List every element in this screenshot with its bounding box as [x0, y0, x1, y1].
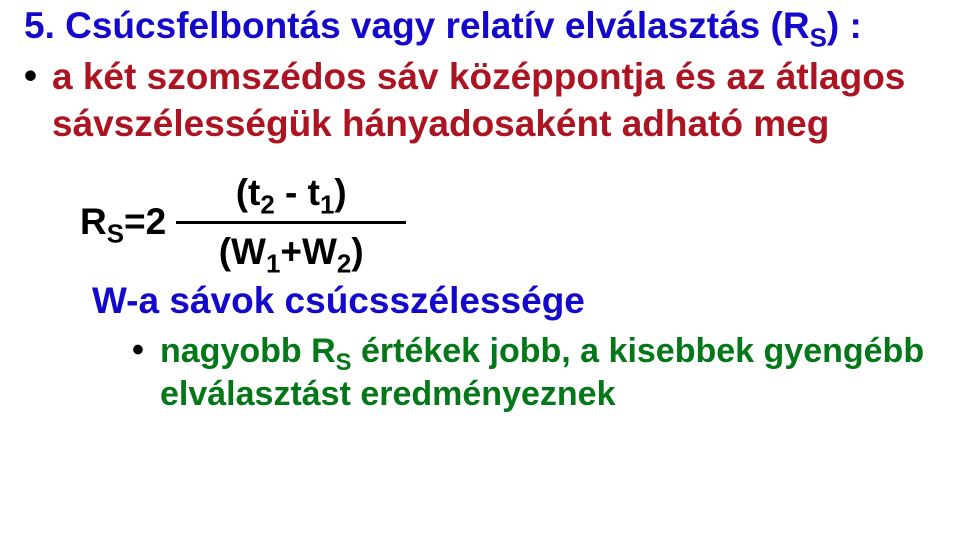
fraction: (t2 - t1) (W1+W2): [176, 169, 406, 276]
sub-bullet-dot-icon: •: [132, 330, 148, 371]
slide-title: 5. Csúcsfelbontás vagy relatív elválaszt…: [24, 4, 936, 48]
bullet-list: • a két szomszédos sáv középpontja és az…: [24, 54, 936, 147]
w-description: W-a sávok csúcsszélessége: [92, 280, 936, 322]
subbullet-pre: nagyobb R: [160, 332, 336, 370]
denom-mid: +W: [280, 231, 337, 272]
denominator: (W1+W2): [219, 226, 364, 276]
subbullet-sub: S: [336, 349, 352, 376]
denom-pre: (W: [219, 231, 266, 272]
title-post: ) :: [827, 5, 862, 46]
bullet-item-1: • a két szomszédos sáv középpontja és az…: [24, 54, 936, 147]
title-sub: S: [810, 24, 827, 52]
formula-row: RS=2 (t2 - t1) (W1+W2): [80, 169, 936, 276]
numer-mid: - t: [275, 172, 320, 213]
numer-pre: (t: [236, 172, 261, 213]
rs-sub: S: [107, 221, 124, 249]
bullet-dot-icon: •: [24, 54, 40, 98]
numer-sub1: 2: [260, 191, 274, 219]
sub-bullet-text: nagyobb RS értékek jobb, a kisebbek gyen…: [160, 330, 936, 415]
title-pre: 5. Csúcsfelbontás vagy relatív elválaszt…: [24, 5, 810, 46]
denom-sub2: 2: [337, 250, 351, 278]
rs-equals-2: RS=2: [80, 201, 166, 243]
numer-sub2: 1: [320, 191, 334, 219]
denom-sub1: 1: [266, 250, 280, 278]
formula-block: RS=2 (t2 - t1) (W1+W2): [80, 169, 936, 276]
fraction-line: [176, 221, 406, 224]
rs-pre: R: [80, 201, 107, 242]
numerator: (t2 - t1): [236, 169, 347, 219]
denom-post: ): [351, 231, 363, 272]
numer-post: ): [334, 172, 346, 213]
rs-post: =2: [124, 201, 166, 242]
sub-bullet-item: • nagyobb RS értékek jobb, a kisebbek gy…: [132, 330, 936, 415]
bullet-1-text: a két szomszédos sáv középpontja és az á…: [52, 54, 936, 147]
